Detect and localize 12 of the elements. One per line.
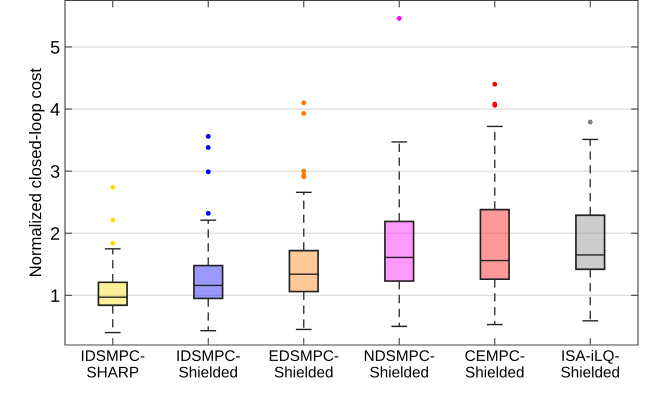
y-tick-label: 1 bbox=[51, 289, 60, 302]
x-tick-label: EDSMPC- Shielded bbox=[270, 350, 338, 378]
x-tick-label: IDSMPC- SHARP bbox=[82, 350, 144, 378]
x-tick-label: IDSMPC- Shielded bbox=[177, 350, 240, 378]
x-tick-label: NDSMPC- Shielded bbox=[364, 350, 434, 378]
x-tick-label: CEMPC- Shielded bbox=[465, 350, 524, 378]
x-tick-label: ISA-iLQ- Shielded bbox=[561, 350, 619, 378]
y-axis-title: Normalized closed-loop cost bbox=[29, 68, 45, 276]
y-tick-label: 3 bbox=[50, 165, 60, 178]
y-tick-label: 5 bbox=[50, 41, 60, 54]
y-tick-label: 2 bbox=[51, 227, 60, 240]
y-tick-label: 4 bbox=[50, 103, 60, 116]
